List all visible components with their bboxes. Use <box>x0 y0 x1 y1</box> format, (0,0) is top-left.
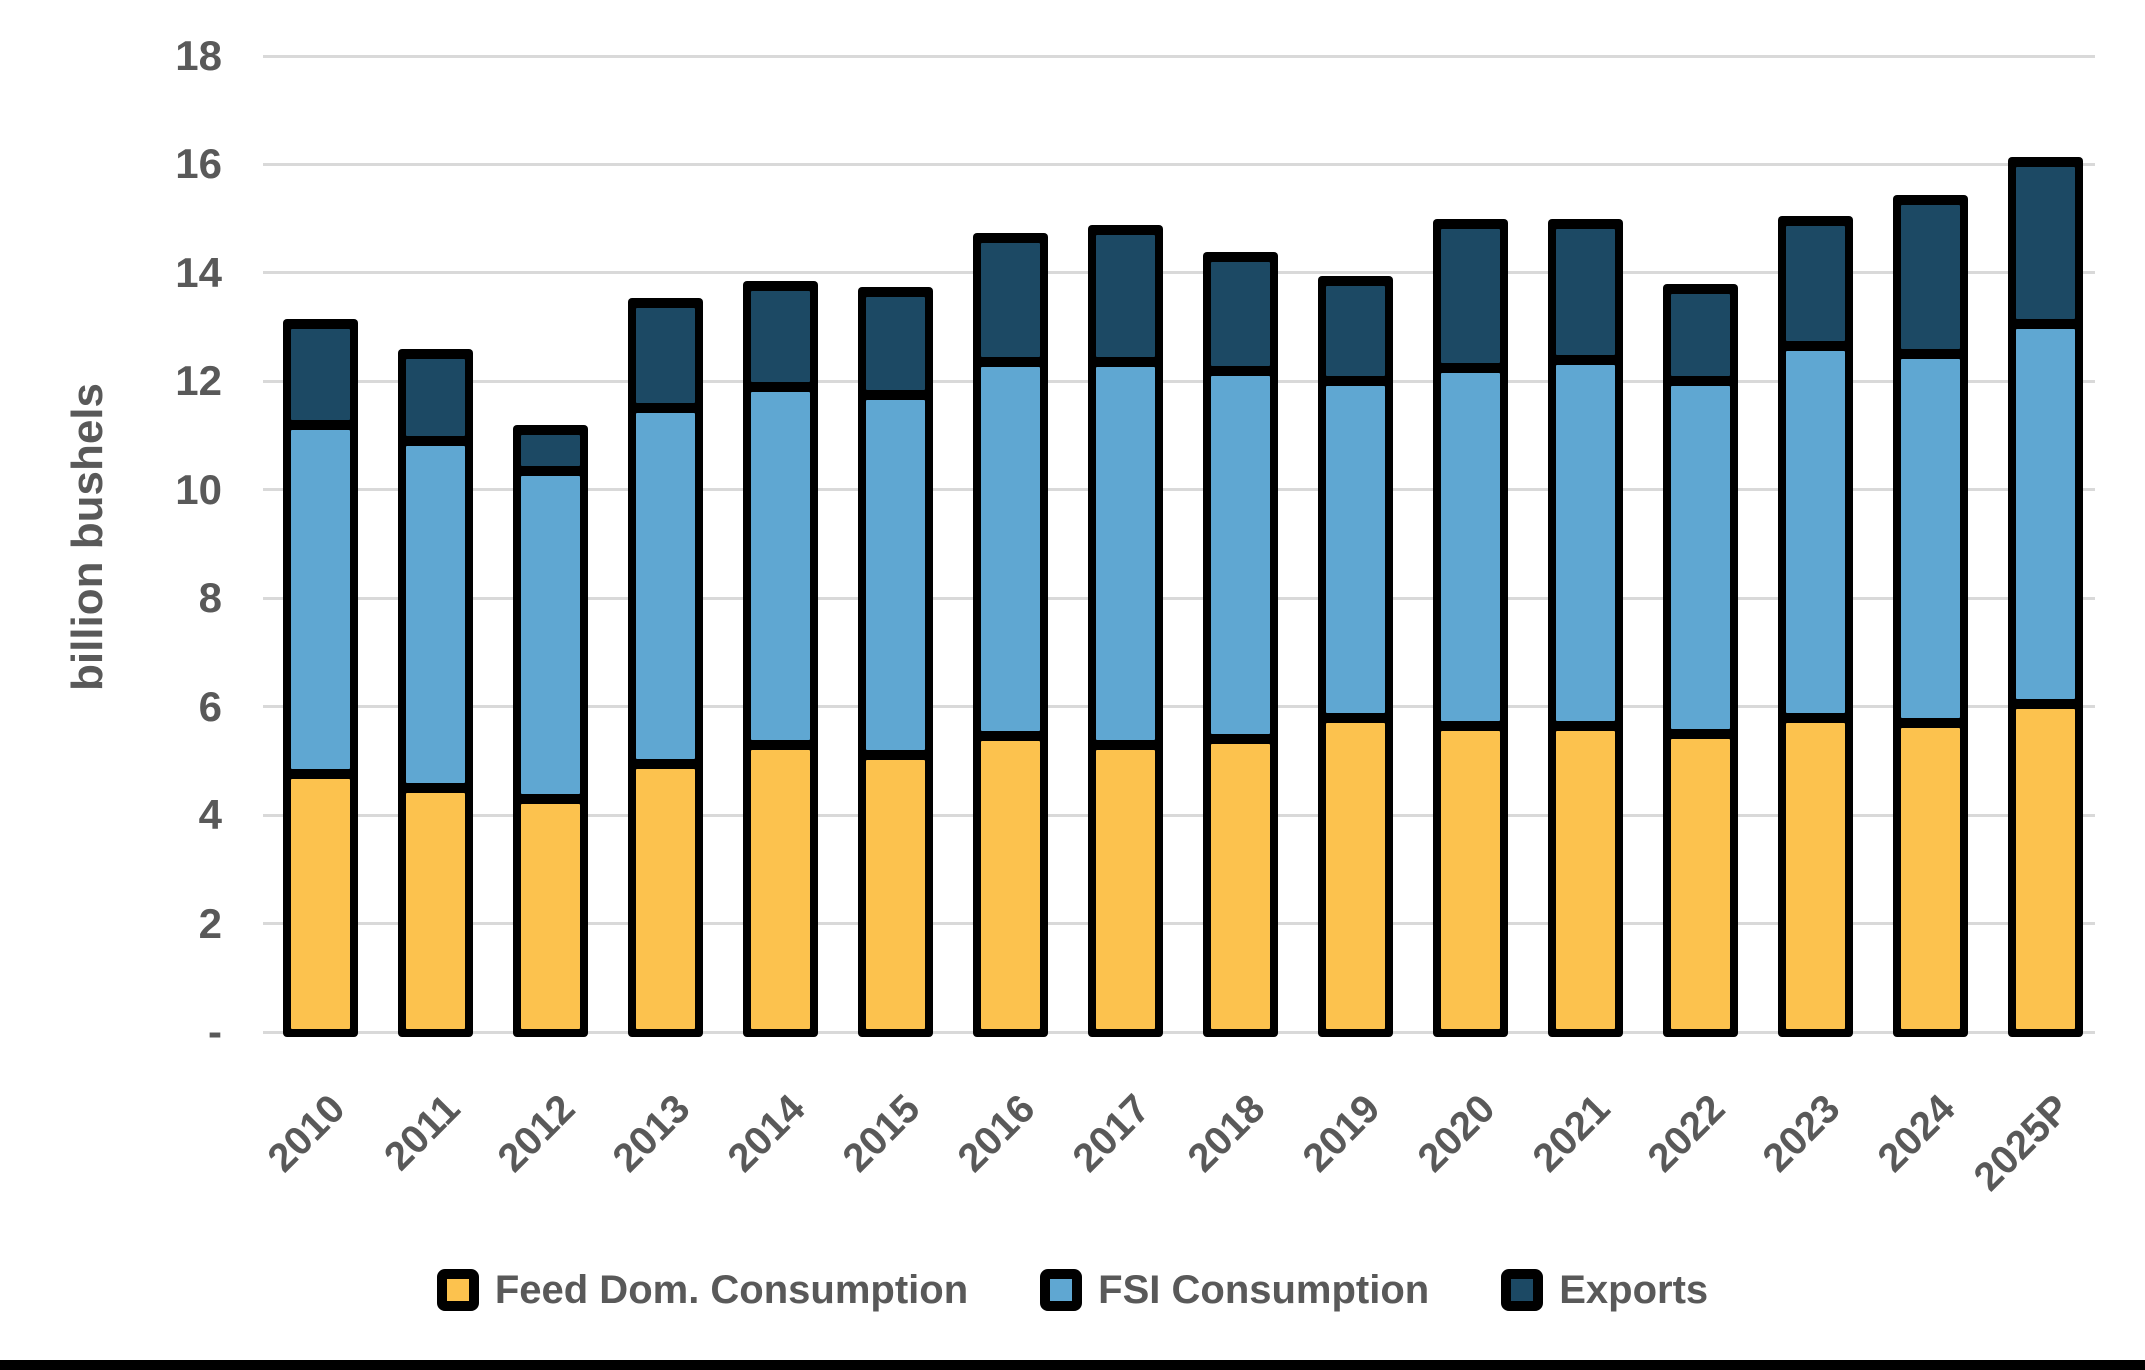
y-tick-label: - <box>208 1008 222 1055</box>
bar-segment-feed-2014 <box>751 749 810 1029</box>
y-tick-label: 18 <box>175 32 222 80</box>
bar-segment-feed-2010 <box>291 779 350 1029</box>
bar-segment-fsi-2022 <box>1671 386 1730 729</box>
gridline <box>263 813 2095 817</box>
bar-2021 <box>1548 219 1623 1037</box>
bar-2013 <box>628 297 703 1037</box>
bar-segment-feed-2015 <box>866 760 925 1029</box>
bar-segment-feed-2012 <box>521 803 580 1029</box>
y-tick-label: 8 <box>198 574 222 622</box>
legend-label-feed: Feed Dom. Consumption <box>494 1267 969 1312</box>
bar-segment-exports-2014 <box>751 291 810 382</box>
gridline <box>263 54 2095 58</box>
y-tick-label: 2 <box>198 899 222 947</box>
legend: Feed Dom. Consumption FSI Consumption Ex… <box>0 1258 2145 1322</box>
bar-segment-fsi-2011 <box>406 446 465 783</box>
bar-segment-feed-2016 <box>981 741 1040 1029</box>
bar-segment-exports-2013 <box>636 307 695 404</box>
legend-item-feed: Feed Dom. Consumption <box>436 1267 969 1313</box>
bar-2012 <box>513 425 588 1037</box>
bar-2022 <box>1663 284 1738 1037</box>
bar-2024 <box>1893 194 1968 1037</box>
bar-2015 <box>858 286 933 1037</box>
bar-segment-exports-2025P <box>2016 166 2075 320</box>
gridline <box>263 162 2095 166</box>
bar-segment-fsi-2012 <box>521 475 580 794</box>
bar-segment-fsi-2016 <box>981 367 1040 732</box>
gridline <box>263 271 2095 275</box>
bar-segment-fsi-2013 <box>636 413 695 759</box>
legend-label-fsi: FSI Consumption <box>1098 1267 1430 1312</box>
bar-2014 <box>743 281 818 1037</box>
bar-segment-fsi-2024 <box>1901 359 1960 718</box>
bar-2011 <box>398 349 473 1037</box>
bar-2023 <box>1778 216 1853 1037</box>
bar-2017 <box>1088 224 1163 1037</box>
gridline <box>263 379 2095 383</box>
y-tick-label: 10 <box>175 465 222 513</box>
gridline <box>263 596 2095 600</box>
bar-segment-feed-2024 <box>1901 727 1960 1029</box>
bar-2025P <box>2008 156 2083 1037</box>
bar-segment-fsi-2018 <box>1211 375 1270 735</box>
y-tick-label: 6 <box>198 682 222 730</box>
bar-segment-exports-2016 <box>981 242 1040 358</box>
bar-segment-feed-2011 <box>406 793 465 1029</box>
legend-label-exports: Exports <box>1559 1267 1709 1312</box>
bar-segment-exports-2017 <box>1096 234 1155 358</box>
gridline <box>263 1030 2095 1034</box>
bar-segment-feed-2021 <box>1556 730 1615 1029</box>
bar-segment-fsi-2010 <box>291 429 350 770</box>
bar-segment-fsi-2021 <box>1556 364 1615 721</box>
bar-segment-feed-2013 <box>636 768 695 1029</box>
bar-segment-fsi-2020 <box>1441 372 1500 721</box>
bar-segment-fsi-2023 <box>1786 351 1845 713</box>
bar-segment-feed-2018 <box>1211 744 1270 1029</box>
bar-segment-feed-2023 <box>1786 722 1845 1029</box>
y-axis-title: billion bushels <box>63 382 112 692</box>
bar-segment-exports-2011 <box>406 359 465 436</box>
y-tick-label: 16 <box>175 140 222 188</box>
y-tick-label: 4 <box>198 791 222 839</box>
bar-segment-exports-2015 <box>866 296 925 390</box>
bar-segment-exports-2024 <box>1901 204 1960 350</box>
bar-segment-exports-2020 <box>1441 229 1500 363</box>
bottom-border-bar <box>0 1360 2145 1370</box>
bar-segment-exports-2023 <box>1786 226 1845 342</box>
bar-segment-fsi-2017 <box>1096 367 1155 740</box>
legend-item-exports: Exports <box>1501 1268 1708 1313</box>
gridline <box>263 922 2095 926</box>
bar-segment-fsi-2019 <box>1326 386 1385 713</box>
bar-segment-feed-2017 <box>1096 749 1155 1029</box>
bar-segment-feed-2022 <box>1671 738 1730 1029</box>
legend-swatch-fsi <box>1040 1269 1083 1311</box>
bar-segment-fsi-2014 <box>751 391 810 740</box>
legend-swatch-exports <box>1501 1269 1544 1311</box>
bar-2020 <box>1433 219 1508 1037</box>
bar-segment-exports-2010 <box>291 329 350 420</box>
gridline <box>263 488 2095 492</box>
bar-2010 <box>283 319 358 1037</box>
bar-segment-fsi-2025P <box>2016 329 2075 699</box>
bar-2018 <box>1203 251 1278 1037</box>
bar-segment-exports-2018 <box>1211 261 1270 366</box>
bar-segment-feed-2020 <box>1441 730 1500 1029</box>
y-tick-label: 14 <box>175 248 222 296</box>
bar-segment-feed-2019 <box>1326 722 1385 1029</box>
bar-segment-exports-2019 <box>1326 286 1385 377</box>
bar-segment-exports-2022 <box>1671 294 1730 377</box>
bar-2019 <box>1318 276 1393 1037</box>
gridline <box>263 705 2095 709</box>
bar-segment-exports-2012 <box>521 435 580 466</box>
bar-2016 <box>973 232 1048 1037</box>
bar-segment-exports-2021 <box>1556 229 1615 355</box>
y-tick-label: 12 <box>175 357 222 405</box>
legend-swatch-feed <box>436 1269 479 1311</box>
bar-segment-fsi-2015 <box>866 399 925 751</box>
bar-segment-feed-2025P <box>2016 708 2075 1029</box>
legend-item-fsi: FSI Consumption <box>1040 1268 1429 1313</box>
